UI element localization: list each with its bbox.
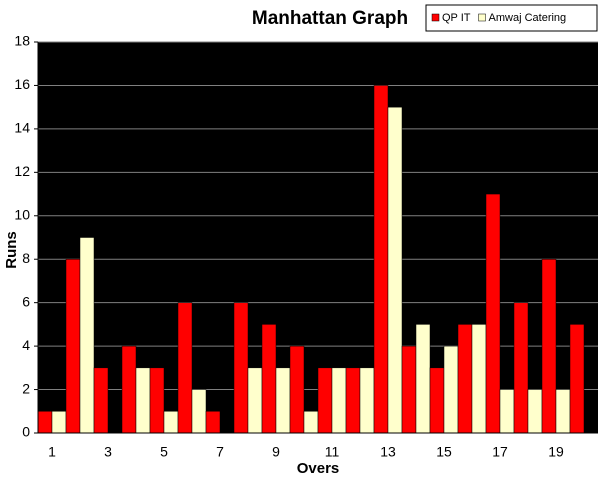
x-tick-label: 3 — [104, 444, 112, 460]
y-tick-label: 6 — [22, 293, 30, 309]
y-tick-label: 2 — [22, 380, 30, 396]
bar — [499, 389, 515, 434]
bar — [541, 258, 557, 434]
y-tick-label: 12 — [14, 163, 30, 179]
bar — [191, 389, 207, 434]
x-tick-label: 15 — [436, 444, 452, 460]
bar — [121, 345, 137, 434]
bar — [37, 411, 53, 434]
y-tick-label: 8 — [22, 250, 30, 266]
bar — [471, 324, 487, 434]
x-tick-label: 1 — [48, 444, 56, 460]
x-tick-label: 7 — [216, 444, 224, 460]
bar — [261, 324, 277, 434]
legend-box — [425, 4, 598, 32]
bar — [373, 85, 389, 434]
x-tick-label: 17 — [492, 444, 508, 460]
legend-label: Amwaj Catering — [489, 12, 567, 24]
bar — [387, 106, 403, 434]
y-axis-label: Runs — [3, 231, 20, 269]
bar — [513, 302, 529, 434]
bar — [555, 389, 571, 434]
x-tick-label: 5 — [160, 444, 168, 460]
bar — [457, 324, 473, 434]
bar — [443, 345, 459, 434]
x-axis-label: Overs — [297, 460, 340, 477]
bar — [177, 302, 193, 434]
bar — [79, 237, 95, 434]
bar — [331, 367, 347, 434]
bar — [93, 367, 109, 434]
bar — [135, 367, 151, 434]
y-tick-label: 16 — [14, 76, 30, 92]
x-tick-label: 13 — [380, 444, 396, 460]
bar — [359, 367, 375, 434]
bar — [303, 411, 319, 434]
bar — [485, 193, 501, 434]
y-tick-label: 14 — [14, 120, 30, 136]
bar — [51, 411, 67, 434]
bar — [289, 345, 305, 434]
x-tick-label: 9 — [272, 444, 280, 460]
bar — [415, 324, 431, 434]
y-tick-label: 0 — [22, 424, 30, 440]
bar — [233, 302, 249, 434]
x-tick-label: 19 — [548, 444, 564, 460]
bar — [345, 367, 361, 434]
x-tick-label: 11 — [325, 444, 340, 460]
y-tick-label: 4 — [22, 337, 30, 353]
bar — [275, 367, 291, 434]
y-tick-label: 18 — [14, 33, 30, 49]
legend-label: QP IT — [442, 12, 471, 24]
bar — [317, 367, 333, 434]
legend-swatch — [478, 13, 486, 22]
bar — [569, 324, 585, 434]
bar — [149, 367, 165, 434]
bar — [163, 411, 179, 434]
chart-title: Manhattan Graph — [252, 8, 408, 29]
bar — [65, 258, 81, 434]
legend-swatch — [431, 13, 440, 22]
bar — [205, 411, 221, 434]
bar — [429, 367, 445, 434]
bar — [401, 345, 417, 434]
y-tick-label: 10 — [14, 206, 30, 222]
bar — [247, 367, 263, 434]
bar — [527, 389, 543, 434]
